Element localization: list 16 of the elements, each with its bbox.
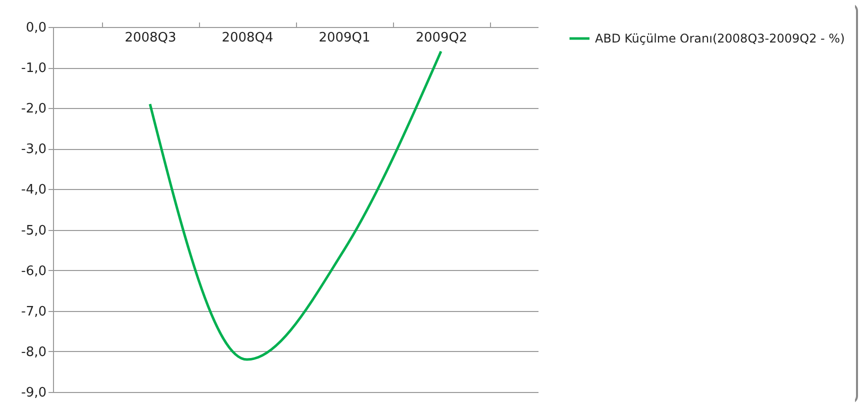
legend-label: ABD Küçülme Oranı(2008Q3-2009Q2 - %) bbox=[595, 32, 845, 46]
y-tick-label: -3,0 bbox=[21, 142, 46, 158]
y-tick-label: -2,0 bbox=[21, 102, 46, 117]
y-tick-label: 0,0 bbox=[26, 20, 46, 36]
x-tick-label: 2008Q3 bbox=[124, 30, 176, 46]
y-tick-label: -1,0 bbox=[21, 61, 46, 76]
y-tick-label: -5,0 bbox=[21, 223, 46, 238]
y-tick-label: -6,0 bbox=[21, 264, 46, 279]
x-tick-label: 2009Q1 bbox=[318, 30, 370, 46]
x-tick-label: 2009Q2 bbox=[416, 30, 468, 46]
line-series bbox=[148, 50, 442, 361]
y-tick-label: -8,0 bbox=[21, 344, 46, 360]
x-tick-label: 2008Q4 bbox=[222, 30, 274, 46]
y-tick-label: -9,0 bbox=[21, 386, 46, 400]
y-tick-label: -4,0 bbox=[21, 182, 46, 198]
y-tick-label: -7,0 bbox=[21, 304, 46, 320]
